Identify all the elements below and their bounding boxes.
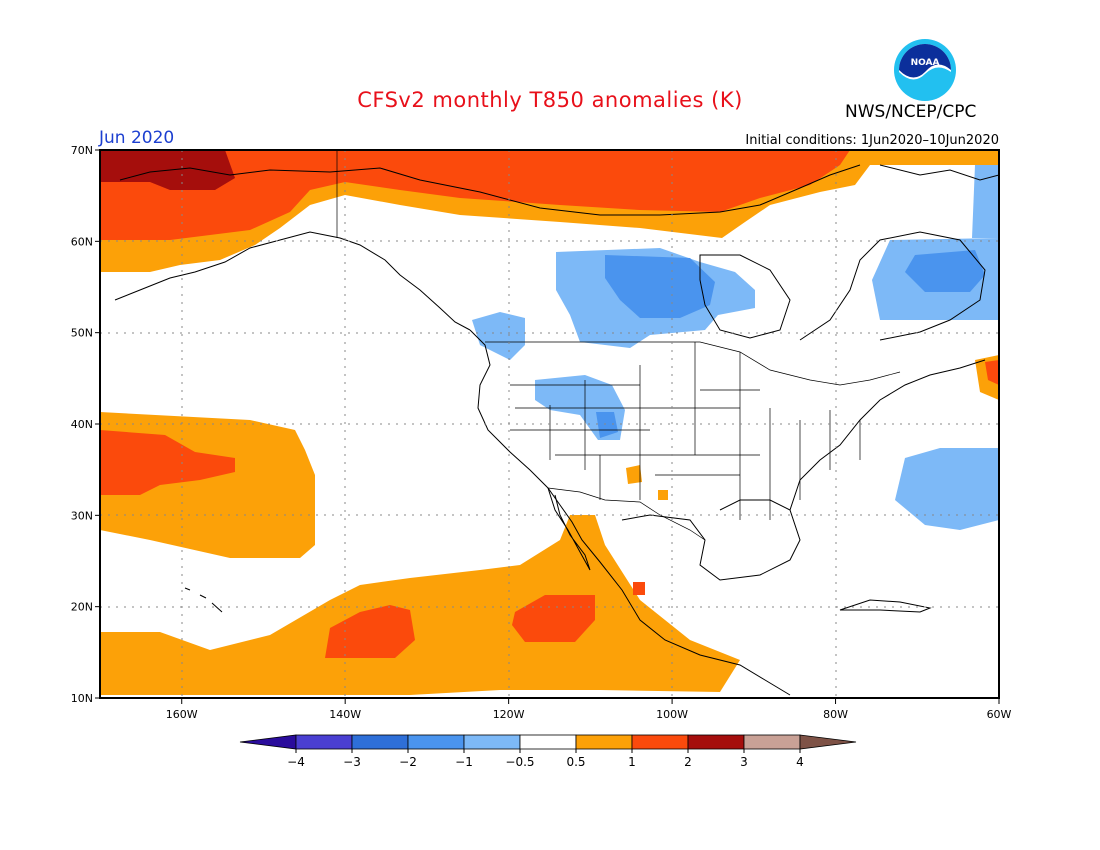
latitude-axis: 70N 60N 50N 40N 30N 20N 10N — [71, 144, 100, 705]
greenland-cool-region — [972, 165, 999, 238]
initial-conditions-label: Initial conditions: 1Jun2020–10Jun2020 — [745, 133, 999, 148]
lat-tick-label: 30N — [71, 509, 93, 522]
colorbar-label: −3 — [343, 755, 361, 769]
colorbar-label: 2 — [684, 755, 692, 769]
nova-scotia-hot-region — [985, 360, 999, 385]
tropical-pacific-warm-region — [100, 515, 740, 695]
longitude-axis: 160W 140W 120W 100W 80W 60W — [166, 698, 1012, 721]
colorbar: −4 −3 −2 −1 −0.5 0.5 1 2 3 4 — [239, 734, 857, 769]
colorbar-label: 1 — [628, 755, 636, 769]
cuba-island — [839, 599, 932, 613]
map-title: CFSv2 monthly T850 anomalies (K) — [357, 88, 743, 112]
tropical-pacific-hot-region-west — [325, 605, 415, 658]
lon-tick-label: 140W — [329, 708, 361, 721]
colorbar-label: −0.5 — [505, 755, 534, 769]
lat-tick-label: 40N — [71, 418, 93, 431]
colorbar-bin — [743, 734, 801, 750]
canada-colder-region — [605, 255, 715, 318]
arctic-very-warm-region — [100, 150, 850, 240]
hawaii-islands — [184, 587, 223, 613]
greenland-coast — [879, 164, 999, 181]
colorbar-bin — [295, 734, 353, 750]
us-mexico-border — [547, 487, 706, 541]
lon-tick-label: 60W — [987, 708, 1012, 721]
hudson-bay — [699, 254, 791, 339]
texas-warm-patch — [658, 490, 668, 500]
colorbar-label: −2 — [399, 755, 417, 769]
lon-tick-label: 80W — [823, 708, 848, 721]
east-coast — [789, 359, 986, 511]
colorbar-bin — [351, 734, 409, 750]
colorbar-label: −4 — [287, 755, 305, 769]
us-canada-border — [485, 341, 901, 386]
baja-peninsula — [547, 487, 591, 571]
lon-tick-label: 160W — [166, 708, 198, 721]
colorbar-bin — [519, 734, 577, 750]
rockies-colder-region — [596, 412, 618, 438]
mexico-warm-patch — [626, 465, 642, 484]
lat-tick-label: 10N — [71, 692, 93, 705]
political-borders — [336, 150, 901, 541]
colorbar-bin — [407, 734, 465, 750]
lon-tick-label: 100W — [656, 708, 688, 721]
atlantic-cool-region — [895, 448, 999, 530]
central-pacific-hot-region — [100, 430, 235, 495]
lat-tick-label: 20N — [71, 601, 93, 614]
noaa-logo: NOAA — [894, 39, 956, 101]
colorbar-label: −1 — [455, 755, 473, 769]
colorbar-bin — [631, 734, 689, 750]
west-coast — [469, 329, 791, 696]
colorbar-bin — [463, 734, 521, 750]
lat-tick-label: 70N — [71, 144, 93, 157]
colorbar-bin — [687, 734, 745, 750]
logo-text: NOAA — [911, 58, 940, 68]
agency-label: NWS/NCEP/CPC — [845, 102, 977, 122]
lat-tick-label: 60N — [71, 235, 93, 248]
arctic-coast — [119, 164, 861, 216]
graticule — [100, 150, 999, 698]
coastlines — [114, 164, 999, 696]
colorbar-high-arrow — [799, 734, 857, 750]
colorbar-label: 0.5 — [566, 755, 585, 769]
state-lines — [510, 342, 861, 520]
colorbar-low-arrow — [239, 734, 297, 750]
colorbar-label: 3 — [740, 755, 748, 769]
mexico-hot-patch — [633, 582, 645, 595]
pacific-northwest-cool-region — [472, 312, 525, 360]
alaska-coast — [114, 231, 471, 331]
lon-tick-label: 120W — [493, 708, 525, 721]
colorbar-bin — [575, 734, 633, 750]
labrador-coast — [799, 231, 986, 341]
colorbar-label: 4 — [796, 755, 804, 769]
month-label: Jun 2020 — [99, 128, 175, 148]
labrador-colder-region — [905, 250, 985, 292]
lat-tick-label: 50N — [71, 327, 93, 340]
